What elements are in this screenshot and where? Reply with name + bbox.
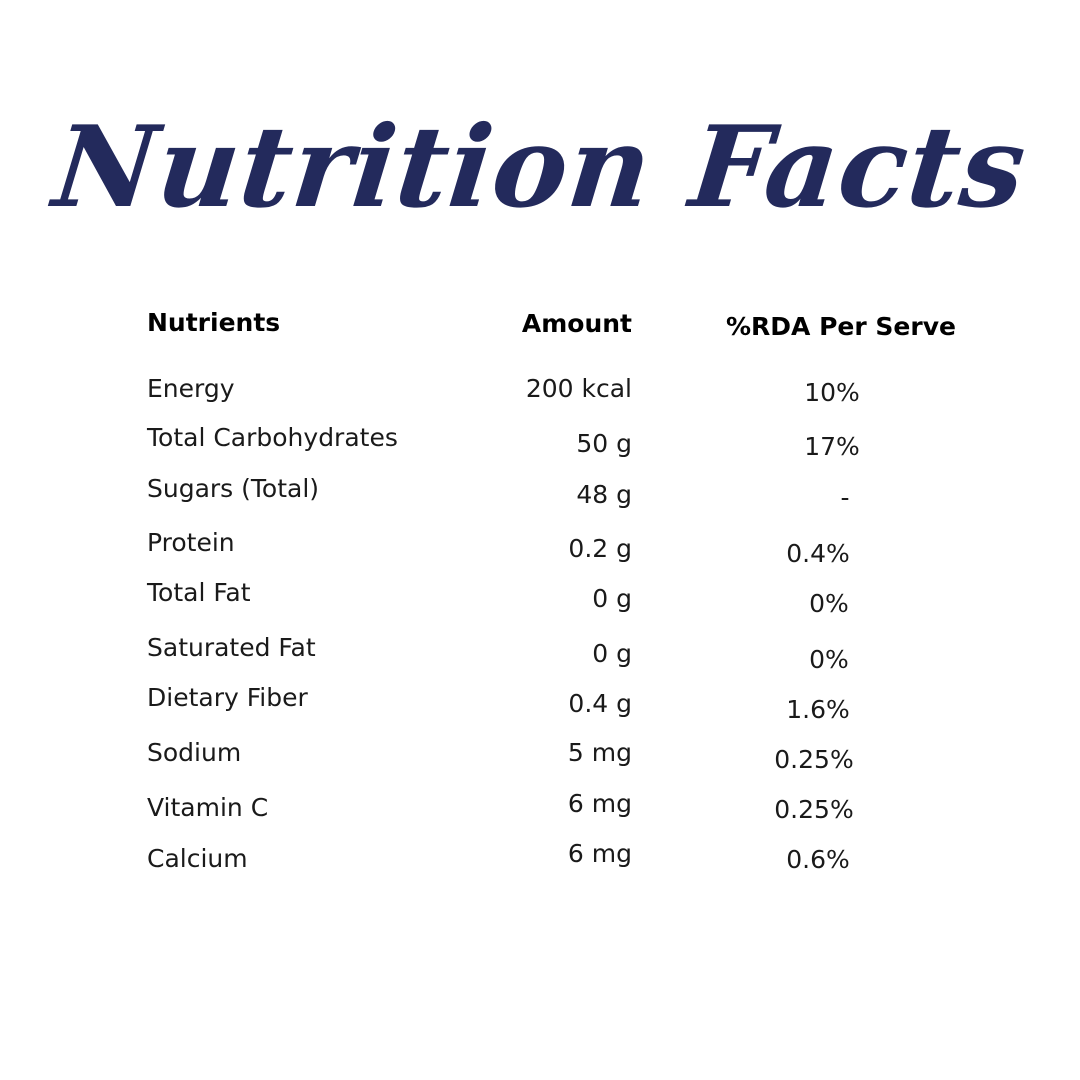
nutrient-amount: 0.4 g bbox=[568, 689, 632, 718]
nutrient-rda: - bbox=[840, 483, 850, 512]
nutrient-amount: 50 g bbox=[576, 429, 632, 458]
nutrient-rda: 0% bbox=[809, 645, 849, 674]
nutrient-rda: 10% bbox=[804, 378, 860, 407]
nutrient-amount: 200 kcal bbox=[525, 374, 632, 403]
nutrient-amount: 5 mg bbox=[567, 738, 632, 767]
nutrient-name: Vitamin C bbox=[147, 793, 269, 822]
nutrient-amount: 6 mg bbox=[567, 789, 632, 818]
nutrient-name: Total Fat bbox=[147, 578, 251, 607]
nutrient-amount: 0 g bbox=[592, 639, 632, 668]
column-header-amount: Amount bbox=[521, 309, 632, 338]
page-title: Nutrition Facts bbox=[47, 102, 1033, 233]
nutrient-amount: 0.2 g bbox=[568, 534, 632, 563]
nutrient-rda: 0.25% bbox=[774, 795, 854, 824]
nutrient-name: Sugars (Total) bbox=[147, 474, 320, 503]
column-header-rda: %RDA Per Serve bbox=[726, 312, 956, 341]
nutrient-name: Saturated Fat bbox=[147, 633, 316, 662]
nutrient-amount: 48 g bbox=[576, 480, 632, 509]
nutrient-name: Dietary Fiber bbox=[147, 683, 308, 712]
nutrient-rda: 0% bbox=[809, 589, 849, 618]
nutrient-amount: 0 g bbox=[592, 584, 632, 613]
column-header-nutrients: Nutrients bbox=[147, 308, 281, 337]
nutrient-name: Calcium bbox=[147, 844, 248, 873]
nutrient-rda: 0.4% bbox=[786, 539, 850, 568]
nutrient-name: Energy bbox=[147, 374, 235, 403]
nutrient-name: Sodium bbox=[147, 738, 242, 767]
nutrient-rda: 17% bbox=[804, 432, 860, 461]
nutrient-rda: 1.6% bbox=[786, 695, 850, 724]
nutrient-amount: 6 mg bbox=[567, 839, 632, 868]
nutrient-rda: 0.6% bbox=[786, 845, 850, 874]
nutrient-rda: 0.25% bbox=[774, 745, 854, 774]
nutrient-name: Total Carbohydrates bbox=[147, 423, 398, 452]
nutrient-name: Protein bbox=[147, 528, 235, 557]
